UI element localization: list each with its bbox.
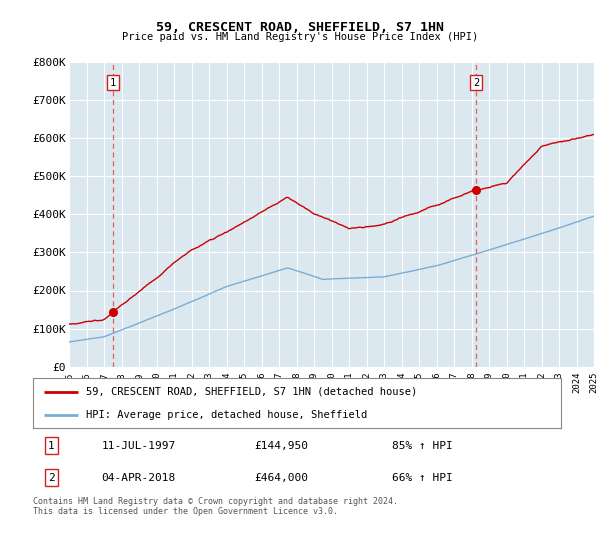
Text: 1: 1 [110, 78, 116, 87]
Text: HPI: Average price, detached house, Sheffield: HPI: Average price, detached house, Shef… [86, 410, 367, 420]
Text: Contains HM Land Registry data © Crown copyright and database right 2024.
This d: Contains HM Land Registry data © Crown c… [33, 497, 398, 516]
Text: 11-JUL-1997: 11-JUL-1997 [101, 441, 176, 451]
Text: 2: 2 [48, 473, 55, 483]
Text: 85% ↑ HPI: 85% ↑ HPI [392, 441, 453, 451]
Text: Price paid vs. HM Land Registry's House Price Index (HPI): Price paid vs. HM Land Registry's House … [122, 32, 478, 43]
Text: 2: 2 [473, 78, 479, 87]
Text: 1: 1 [48, 441, 55, 451]
Text: 59, CRESCENT ROAD, SHEFFIELD, S7 1HN (detached house): 59, CRESCENT ROAD, SHEFFIELD, S7 1HN (de… [86, 386, 417, 396]
Text: 66% ↑ HPI: 66% ↑ HPI [392, 473, 453, 483]
Text: £464,000: £464,000 [255, 473, 309, 483]
Text: 59, CRESCENT ROAD, SHEFFIELD, S7 1HN: 59, CRESCENT ROAD, SHEFFIELD, S7 1HN [156, 21, 444, 34]
Text: £144,950: £144,950 [255, 441, 309, 451]
Text: 04-APR-2018: 04-APR-2018 [101, 473, 176, 483]
